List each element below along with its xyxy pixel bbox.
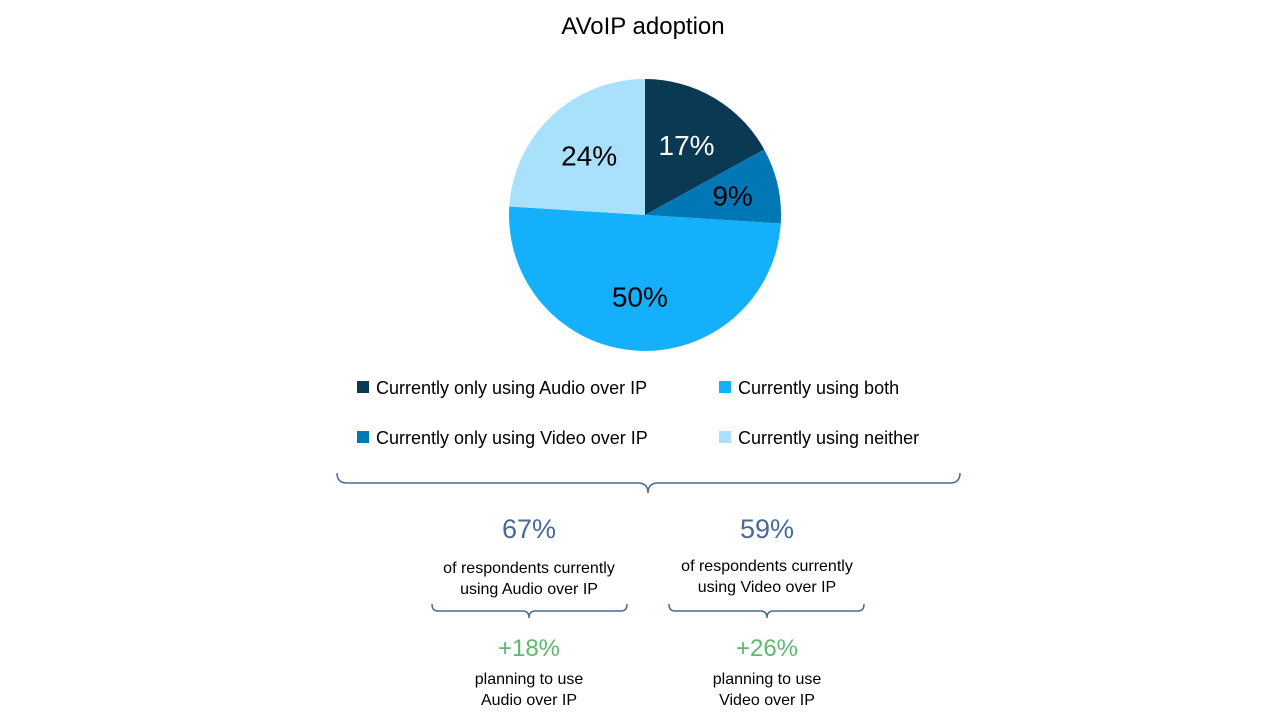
legend-label: Currently using neither: [738, 428, 919, 448]
chart-title: AVoIP adoption: [561, 13, 724, 40]
legend-label: Currently only using Video over IP: [376, 428, 648, 448]
video-plan-line1: planning to use: [713, 671, 822, 688]
audio-plan-line2: Audio over IP: [481, 692, 577, 709]
slice-label: 24%: [561, 141, 617, 172]
pie-slice: [509, 79, 645, 215]
pie-slice: [645, 79, 765, 215]
pie-slice: [645, 149, 781, 224]
legend-label: Currently using both: [738, 378, 899, 398]
pie-slice: [509, 206, 781, 351]
video-current-value: 59%: [740, 514, 794, 544]
slice-labels: 17% 9% 50% 24%: [561, 130, 753, 313]
audio-current-value: 67%: [502, 514, 556, 544]
audio-plan-line1: planning to use: [475, 671, 584, 688]
summary-audio: 67% of respondents currently using Audio…: [431, 514, 628, 709]
legend-label: Currently only using Audio over IP: [376, 378, 647, 398]
video-brace: [668, 603, 865, 619]
audio-current-line1: of respondents currently: [443, 560, 615, 577]
legend-swatch: [357, 381, 369, 393]
video-current-line2: using Video over IP: [698, 579, 836, 596]
slice-label: 9%: [712, 180, 752, 211]
video-plan-line2: Video over IP: [719, 692, 815, 709]
audio-plan-value: +18%: [498, 635, 560, 662]
slice-label: 17%: [659, 130, 715, 161]
slice-label: 50%: [612, 281, 668, 312]
legend-swatch: [719, 381, 731, 393]
video-plan-value: +26%: [736, 635, 798, 662]
pie-slices: [509, 79, 781, 351]
video-current-line1: of respondents currently: [681, 558, 853, 575]
audio-current-line2: using Audio over IP: [460, 581, 598, 598]
legend-swatch: [357, 431, 369, 443]
summary-video: 59% of respondents currently using Video…: [668, 514, 865, 709]
legend: Currently only using Audio over IP Curren…: [357, 378, 919, 448]
legend-swatch: [719, 431, 731, 443]
audio-brace: [431, 603, 628, 619]
group-brace: [336, 472, 961, 494]
